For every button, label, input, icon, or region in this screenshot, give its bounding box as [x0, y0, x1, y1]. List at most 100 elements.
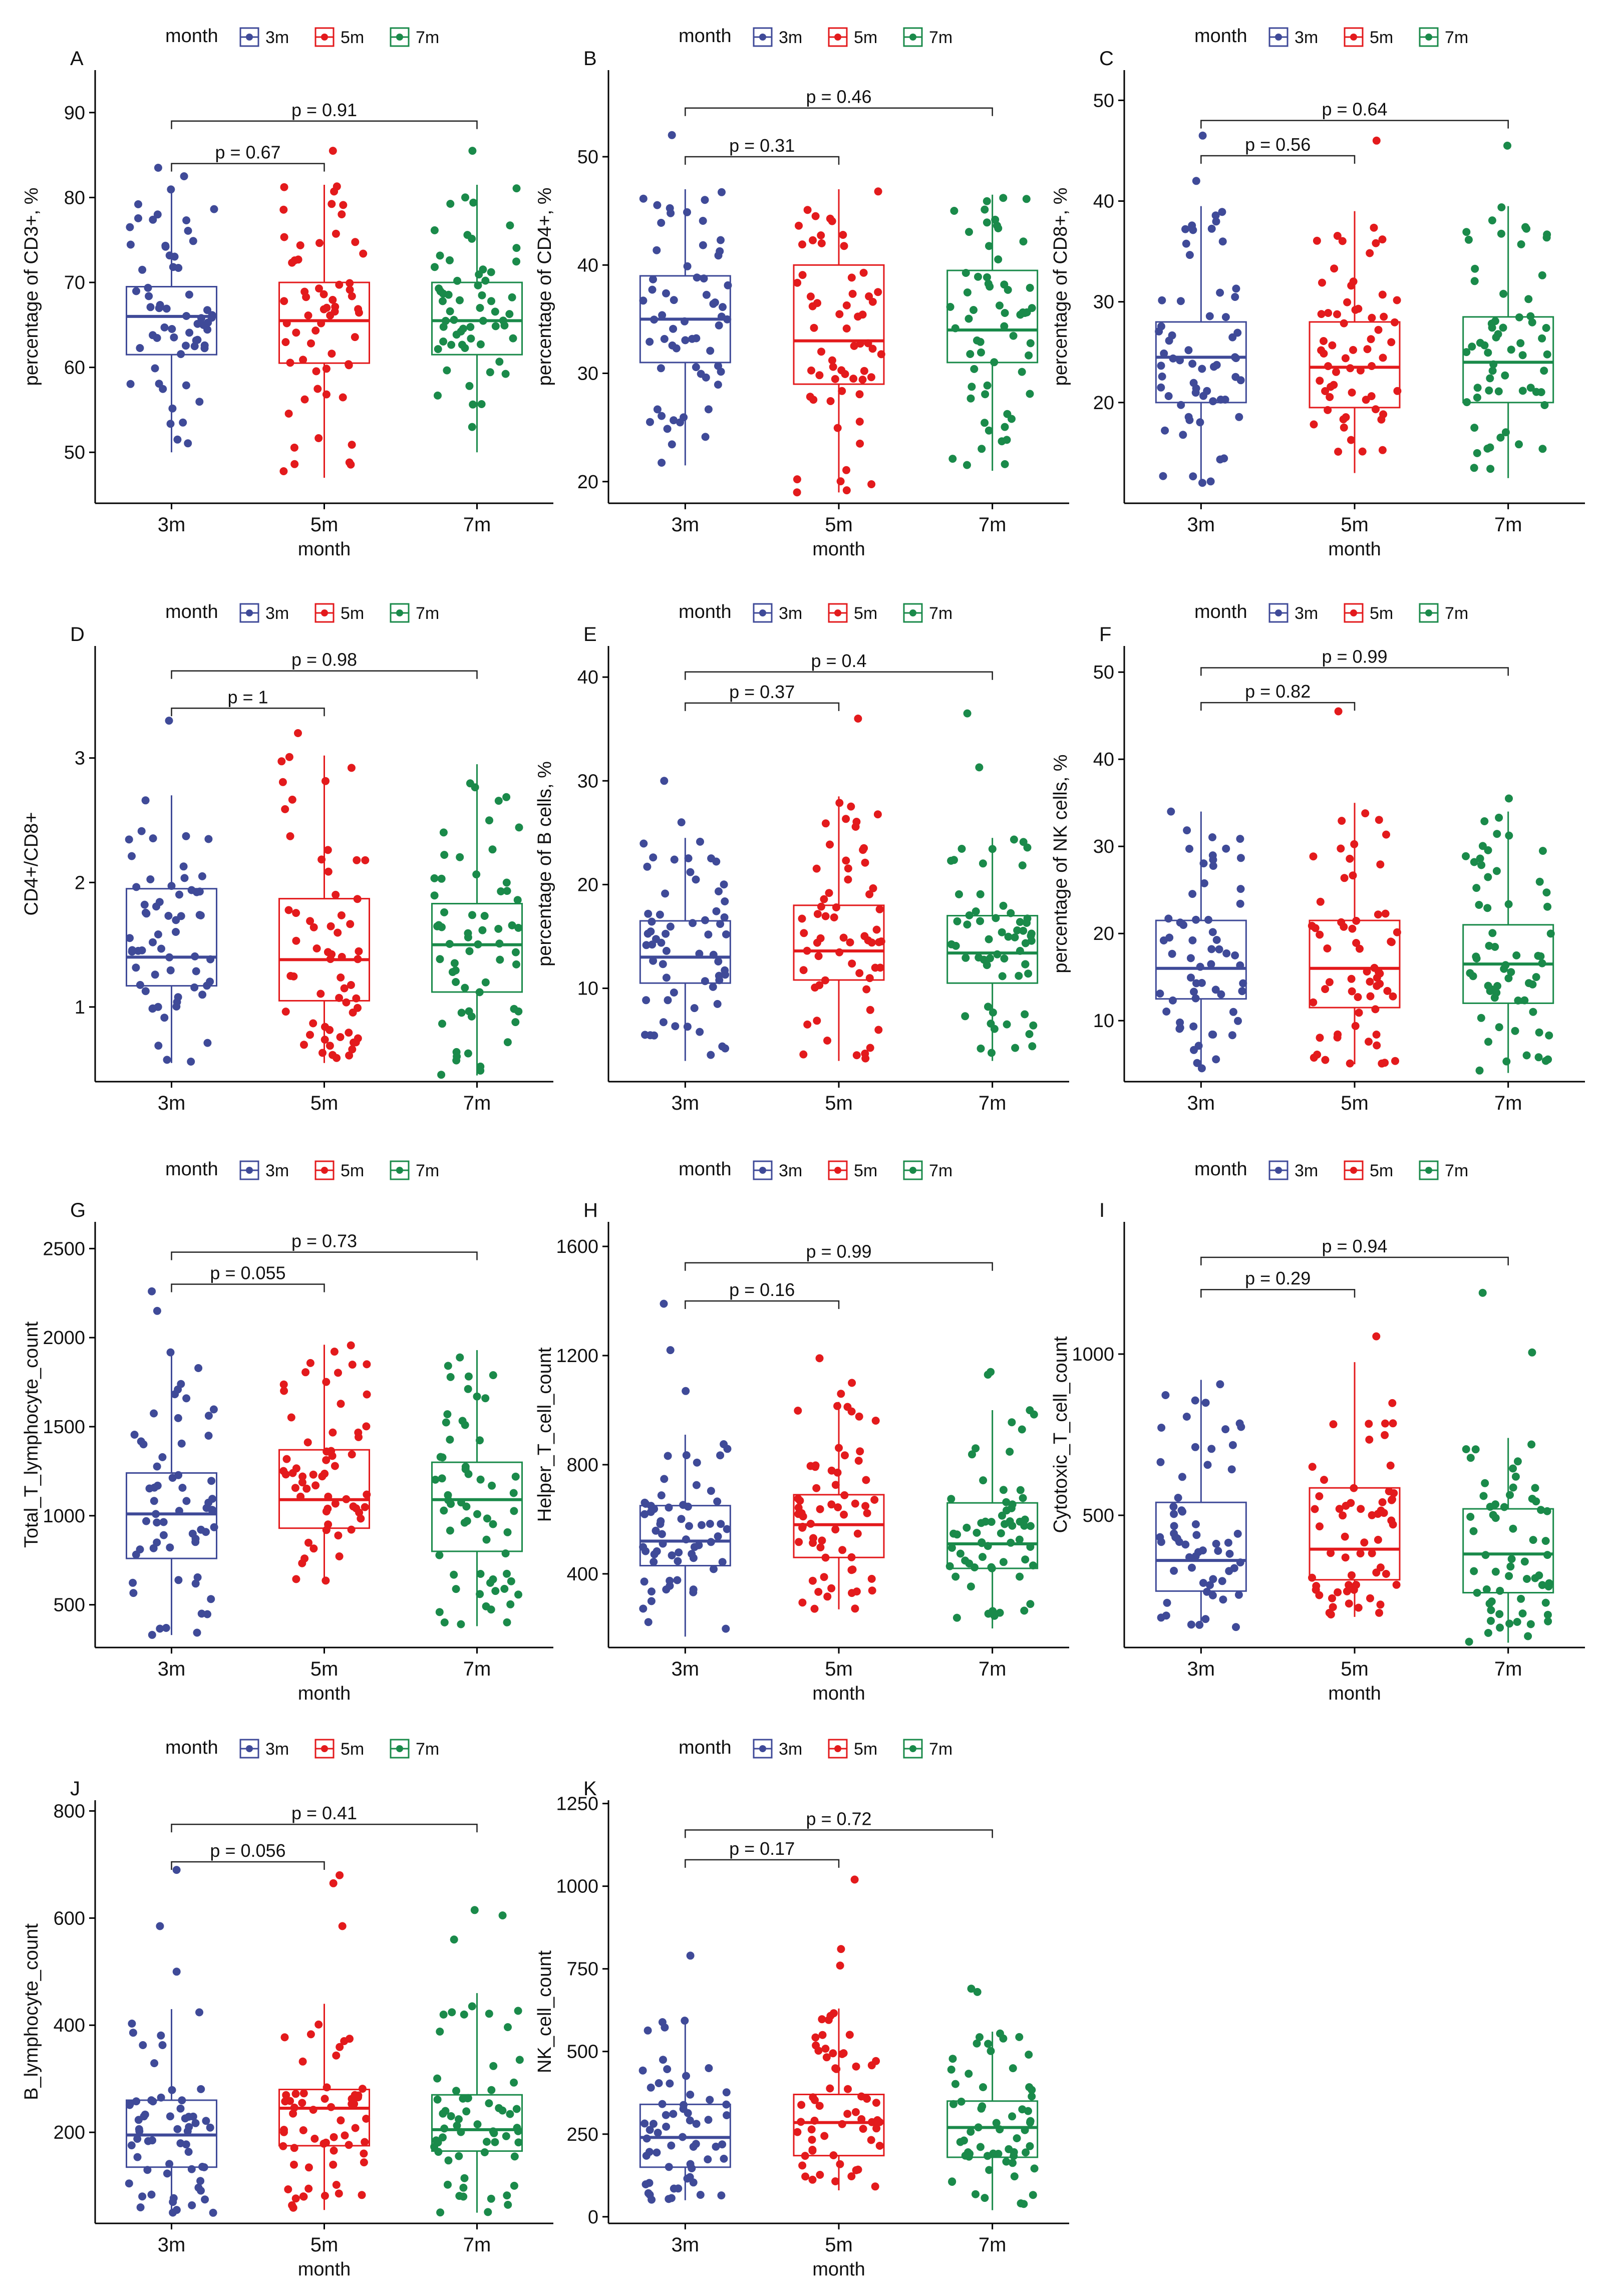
data-point	[128, 852, 136, 860]
data-point	[851, 1499, 859, 1508]
data-point	[1163, 1598, 1171, 1607]
data-point	[320, 2095, 329, 2103]
data-point	[1158, 372, 1166, 381]
data-point	[460, 1518, 469, 1527]
data-point	[844, 2085, 852, 2093]
data-point	[457, 1009, 466, 1017]
panel-label: I	[1099, 1199, 1105, 1221]
data-point	[1481, 1551, 1490, 1559]
data-point	[438, 1474, 446, 1483]
data-point	[299, 356, 307, 364]
data-point	[1348, 924, 1357, 933]
data-point	[299, 2192, 307, 2201]
data-point	[484, 2208, 492, 2216]
data-point	[208, 1495, 216, 1503]
data-point	[1522, 1051, 1531, 1060]
data-point	[846, 938, 854, 946]
data-point	[640, 1577, 649, 1586]
data-point	[799, 966, 808, 974]
data-point	[491, 322, 500, 331]
jitter-points	[1462, 794, 1555, 1075]
data-point	[974, 272, 982, 281]
data-point	[193, 1573, 202, 1581]
data-point	[1024, 969, 1033, 978]
data-point	[1201, 1399, 1210, 1407]
data-point	[335, 994, 344, 1002]
data-point	[348, 1361, 357, 1369]
data-point	[153, 1462, 161, 1471]
x-tick-label: 7m	[463, 1658, 491, 1680]
data-point	[984, 1542, 992, 1550]
data-point	[459, 2183, 468, 2192]
data-point	[850, 342, 858, 350]
data-point	[464, 1049, 472, 1058]
data-point	[1311, 1505, 1319, 1513]
data-point	[355, 308, 363, 317]
data-point	[503, 1569, 511, 1578]
data-point	[988, 1564, 996, 1572]
data-point	[830, 913, 838, 921]
data-point	[1016, 946, 1024, 955]
data-point	[206, 977, 214, 986]
legend-key-5m	[314, 27, 335, 47]
data-point	[1473, 384, 1482, 392]
data-point	[317, 855, 326, 864]
data-point	[822, 2053, 831, 2062]
p-value-label: p = 0.31	[729, 135, 795, 156]
outlier-point	[294, 729, 302, 737]
data-point	[979, 1553, 987, 1561]
legend-label-5m: 5m	[854, 28, 877, 47]
data-point	[164, 911, 173, 920]
data-point	[1015, 971, 1023, 980]
data-point	[476, 1475, 485, 1484]
legend-key-3m	[753, 603, 773, 623]
x-axis-label: month	[298, 539, 351, 560]
data-point	[322, 390, 331, 399]
data-point	[473, 1510, 481, 1518]
data-point	[149, 215, 157, 224]
y-tick-label: 40	[1093, 749, 1114, 770]
data-point	[649, 2120, 658, 2128]
data-point	[838, 2120, 846, 2128]
legend: month 3m 5m 7m	[679, 1737, 952, 1759]
data-point	[159, 1518, 168, 1526]
data-point	[667, 2141, 676, 2150]
data-point	[1318, 278, 1326, 287]
p-value-label: p = 0.056	[210, 1840, 285, 1861]
box-5m	[1309, 136, 1402, 473]
data-point	[644, 2189, 653, 2197]
data-point	[1316, 377, 1324, 385]
data-point	[1516, 339, 1525, 348]
y-axis-label: NK_cell_count	[534, 1950, 555, 2073]
data-point	[184, 439, 192, 448]
data-point	[469, 400, 477, 409]
data-point	[351, 333, 359, 342]
data-point	[290, 460, 299, 468]
data-point	[851, 2108, 860, 2116]
data-point	[722, 2100, 731, 2109]
data-point	[811, 212, 820, 220]
outlier-point	[666, 1346, 675, 1355]
jitter-points	[125, 717, 215, 1066]
data-point	[342, 1495, 351, 1503]
jitter-points	[1462, 141, 1551, 473]
data-point	[1203, 1587, 1211, 1596]
data-point	[355, 1433, 363, 1441]
data-point	[1190, 1046, 1198, 1054]
data-point	[1495, 1023, 1503, 1032]
data-point	[165, 2160, 174, 2168]
data-point	[1157, 1424, 1166, 1432]
p-value-label: p = 0.4	[811, 650, 866, 671]
data-point	[462, 2107, 471, 2116]
data-point	[706, 2096, 714, 2104]
data-point	[300, 1041, 308, 1049]
data-point	[1466, 969, 1474, 977]
data-point	[336, 2043, 344, 2051]
data-point	[872, 2099, 880, 2107]
data-point	[348, 441, 356, 449]
legend-label-5m: 5m	[854, 604, 877, 623]
comparison-bracket: p = 0.31	[685, 135, 840, 165]
data-point	[966, 350, 975, 358]
data-point	[696, 837, 704, 846]
data-point	[803, 1020, 812, 1029]
